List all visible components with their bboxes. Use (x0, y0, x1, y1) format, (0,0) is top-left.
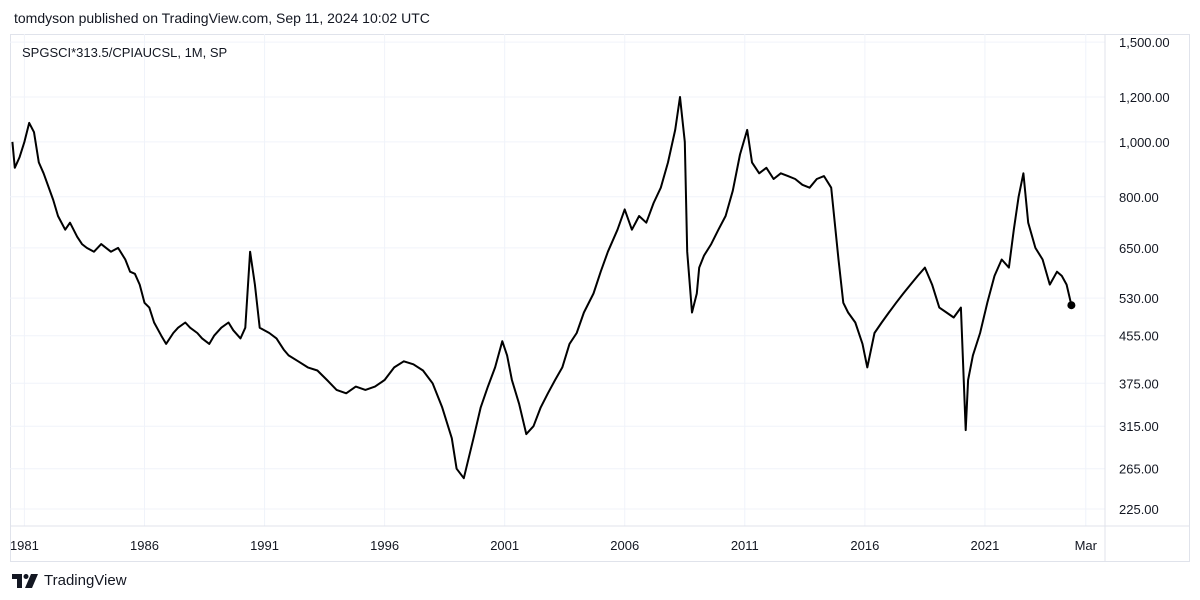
y-tick-label: 315.00 (1119, 419, 1159, 434)
y-tick-label: 375.00 (1119, 376, 1159, 391)
last-price-dot (1067, 301, 1076, 310)
x-tick-label: Mar (1075, 538, 1098, 553)
x-tick-label: 2016 (850, 538, 879, 553)
y-tick-label: 650.00 (1119, 241, 1159, 256)
y-tick-label: 800.00 (1119, 190, 1159, 205)
x-tick-label: 1996 (370, 538, 399, 553)
y-tick-label: 1,500.00 (1119, 35, 1170, 50)
grid-lines (10, 34, 1105, 526)
x-tick-label: 1986 (130, 538, 159, 553)
price-series-line (11, 96, 1073, 480)
tradingview-logo-icon (12, 573, 38, 588)
x-tick-label: 1981 (10, 538, 39, 553)
y-tick-label: 265.00 (1119, 462, 1159, 477)
published-header: tomdyson published on TradingView.com, S… (14, 10, 430, 26)
y-tick-label: 455.00 (1119, 329, 1159, 344)
x-tick-label: 2001 (490, 538, 519, 553)
y-tick-label: 1,000.00 (1119, 135, 1170, 150)
y-tick-label: 225.00 (1119, 502, 1159, 517)
y-tick-label: 530.00 (1119, 291, 1159, 306)
x-tick-label: 2021 (970, 538, 999, 553)
footer: TradingView (12, 572, 127, 589)
y-tick-label: 1,200.00 (1119, 90, 1170, 105)
x-axis-ticks: 1981 1986 1991 1996 2001 2006 2011 2016 2021 Mar (10, 538, 1098, 553)
x-tick-label: 2006 (610, 538, 639, 553)
x-tick-label: 1991 (250, 538, 279, 553)
x-tick-label: 2011 (731, 538, 759, 553)
footer-brand: TradingView (44, 572, 127, 589)
y-axis-ticks: 1,500.00 1,200.00 1,000.00 800.00 650.00 530.… (1119, 35, 1170, 517)
chart-title: SPGSCI*313.5/CPIAUCSL, 1M, SP (22, 45, 228, 60)
